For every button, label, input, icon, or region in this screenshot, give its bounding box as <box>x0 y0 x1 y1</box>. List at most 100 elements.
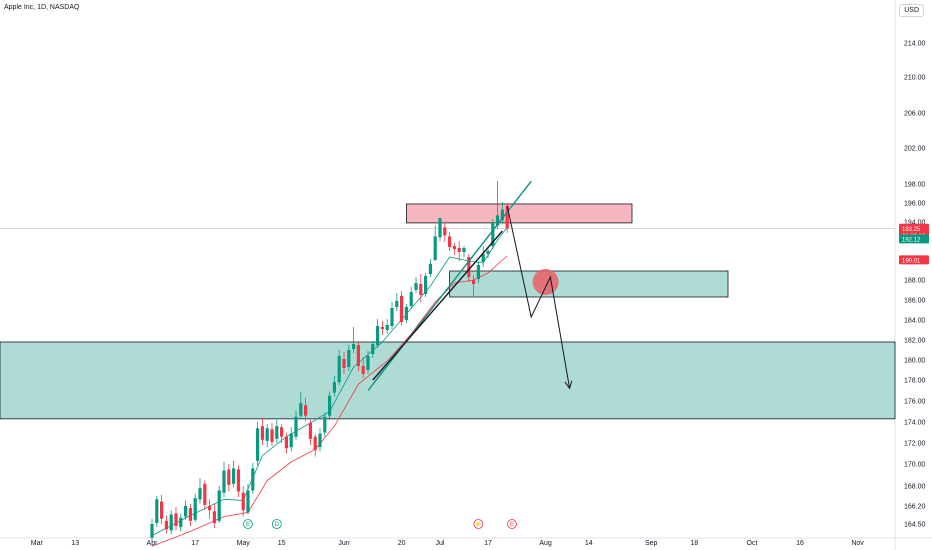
candle-body[interactable] <box>400 296 404 322</box>
candle-body[interactable] <box>241 492 245 511</box>
zone-support-upper[interactable] <box>449 270 729 298</box>
candle-body[interactable] <box>414 283 418 290</box>
candle-body[interactable] <box>318 433 322 448</box>
candle-body[interactable] <box>376 326 380 345</box>
candle-body[interactable] <box>265 428 269 441</box>
candle-body[interactable] <box>294 416 298 437</box>
candle-body[interactable] <box>198 488 202 500</box>
candle-body[interactable] <box>491 222 495 246</box>
candle-body[interactable] <box>284 436 288 449</box>
y-tick-label: 186.00 <box>904 298 926 305</box>
candle-body[interactable] <box>251 468 255 491</box>
candle-body[interactable] <box>496 215 500 226</box>
candle-body[interactable] <box>481 254 485 262</box>
candle-body[interactable] <box>256 428 260 461</box>
candle-body[interactable] <box>246 490 250 513</box>
forecast-path[interactable] <box>506 205 571 389</box>
candle-body[interactable] <box>313 436 317 451</box>
candle-body[interactable] <box>380 327 384 329</box>
y-tick-label: 168.00 <box>904 484 926 491</box>
candle-body[interactable] <box>419 284 423 295</box>
candle-body[interactable] <box>208 506 212 511</box>
x-tick-label: Aug <box>539 540 552 547</box>
candle-body[interactable] <box>155 499 159 523</box>
x-tick-label: Nov <box>851 540 864 547</box>
target-circle[interactable] <box>532 269 559 295</box>
candle-body[interactable] <box>179 517 183 528</box>
candle-body[interactable] <box>385 325 389 330</box>
candle-body[interactable] <box>160 501 164 519</box>
y-tick-label: 214.00 <box>904 41 926 48</box>
candle-body[interactable] <box>476 265 480 279</box>
zone-resistance[interactable] <box>405 203 633 224</box>
candle-body[interactable] <box>443 227 447 236</box>
candle-body[interactable] <box>323 416 327 433</box>
candle-body[interactable] <box>500 209 504 221</box>
candle-body[interactable] <box>203 483 207 505</box>
candle-body[interactable] <box>409 292 413 306</box>
candle-body[interactable] <box>342 359 346 368</box>
y-tick-label: 178.00 <box>904 378 926 385</box>
candle-body[interactable] <box>505 205 509 229</box>
candle-body[interactable] <box>227 469 231 485</box>
candle-body[interactable] <box>337 356 341 383</box>
candle-body[interactable] <box>212 511 216 523</box>
zone-support-lower[interactable] <box>0 341 896 420</box>
candle-body[interactable] <box>356 345 360 366</box>
trendline-lower[interactable] <box>372 230 503 381</box>
candle-body[interactable] <box>433 236 437 260</box>
candle-body[interactable] <box>332 382 336 393</box>
candle-body[interactable] <box>289 433 293 448</box>
event-marker[interactable] <box>271 519 282 529</box>
candle-body[interactable] <box>361 366 365 374</box>
candle-body[interactable] <box>169 514 173 531</box>
candle-body[interactable] <box>438 218 442 238</box>
candle-body[interactable] <box>448 236 452 247</box>
candle-body[interactable] <box>308 423 312 439</box>
candle-body[interactable] <box>452 246 456 249</box>
candle-body[interactable] <box>304 405 308 416</box>
candle-body[interactable] <box>236 469 240 492</box>
candle-body[interactable] <box>467 257 471 277</box>
candle-body[interactable] <box>150 524 154 538</box>
candle-body[interactable] <box>164 520 168 530</box>
candle-body[interactable] <box>328 395 332 416</box>
candle-body[interactable] <box>347 350 351 367</box>
candle-body[interactable] <box>352 344 356 349</box>
candle-body[interactable] <box>174 513 178 527</box>
candle-body[interactable] <box>280 427 284 437</box>
trendline-upper[interactable] <box>367 180 532 391</box>
candle-body[interactable] <box>462 248 466 252</box>
candle-body[interactable] <box>428 264 432 274</box>
ma-fast-line <box>151 227 508 536</box>
candle-body[interactable] <box>270 429 274 442</box>
candle-body[interactable] <box>275 426 279 439</box>
event-marker[interactable] <box>507 519 517 529</box>
candle-body[interactable] <box>260 426 264 440</box>
candle-body[interactable] <box>366 356 370 370</box>
candle-body[interactable] <box>486 251 490 254</box>
candle-body[interactable] <box>188 508 192 521</box>
candle-body[interactable] <box>222 470 226 493</box>
candle-body[interactable] <box>457 248 461 252</box>
candle-body[interactable] <box>371 344 375 354</box>
candle-body[interactable] <box>184 506 188 517</box>
x-tick-label: Apr <box>147 540 159 547</box>
event-marker[interactable] <box>243 519 253 529</box>
forecast-arrowhead <box>564 380 573 390</box>
candle-body[interactable] <box>390 308 394 326</box>
candle-body[interactable] <box>193 498 197 520</box>
candle-body[interactable] <box>424 276 428 294</box>
candle-body[interactable] <box>217 490 221 521</box>
y-tick-label: 174.00 <box>904 420 926 427</box>
candle-body[interactable] <box>472 280 476 284</box>
currency-button[interactable]: USD <box>899 4 924 17</box>
x-tick-label: Jul <box>436 540 445 547</box>
event-marker[interactable] <box>473 519 484 529</box>
candle-body[interactable] <box>395 301 399 307</box>
candle-body[interactable] <box>299 403 303 416</box>
candle-body[interactable] <box>232 468 236 484</box>
candle-body[interactable] <box>404 307 408 320</box>
y-tick-label: 206.00 <box>904 111 926 118</box>
